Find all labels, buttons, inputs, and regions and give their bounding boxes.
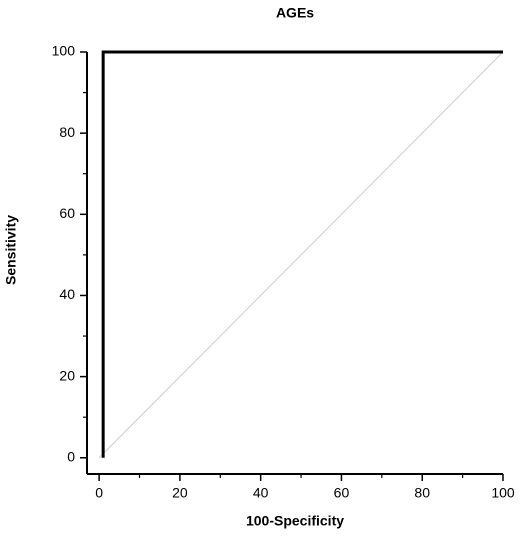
x-tick-label: 0 [95,485,103,501]
x-tick-label: 20 [172,485,188,501]
x-tick-label: 100 [491,485,515,501]
x-tick-label: 60 [334,485,350,501]
x-tick-label: 80 [414,485,430,501]
roc-line [101,50,503,458]
chart-title: AGEs [276,5,314,21]
x-tick-label: 40 [253,485,269,501]
x-axis-label: 100-Specificity [246,513,344,529]
y-tick-label: 0 [67,448,75,464]
y-tick-label: 80 [59,124,75,140]
y-tick-label: 40 [59,286,75,302]
y-tick-label: 20 [59,367,75,383]
roc-line [98,51,504,459]
y-axis-label: Sensitivity [3,215,19,285]
y-tick-label: 60 [59,205,75,221]
y-tick-label: 100 [52,43,76,59]
